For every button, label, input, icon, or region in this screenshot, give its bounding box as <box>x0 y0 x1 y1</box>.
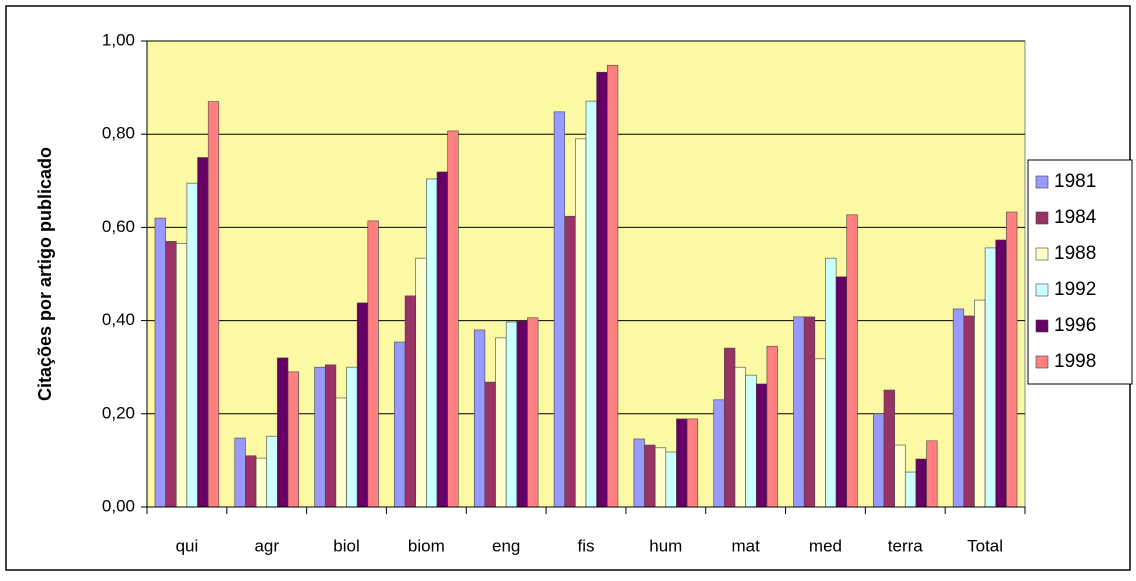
bar <box>713 399 725 508</box>
bar <box>527 317 539 508</box>
bar <box>234 437 246 508</box>
bar <box>995 239 1007 508</box>
bar <box>846 214 858 508</box>
bar <box>575 138 587 508</box>
bar <box>426 178 438 508</box>
x-tick-label: terra <box>888 536 924 555</box>
bar <box>883 389 895 508</box>
bar <box>245 455 257 508</box>
bar <box>665 451 677 508</box>
y-tick-label: 1,00 <box>102 30 135 49</box>
bar <box>277 357 289 508</box>
bar <box>984 247 997 508</box>
bar <box>207 101 220 508</box>
bar <box>686 418 699 508</box>
bar <box>415 257 427 508</box>
bar <box>894 444 906 508</box>
bar <box>825 257 837 508</box>
x-tick-label: biol <box>333 536 359 555</box>
bar <box>644 444 656 508</box>
bar <box>186 182 198 508</box>
legend-label: 1998 <box>1054 351 1096 372</box>
bar <box>755 383 768 508</box>
bar <box>676 418 688 508</box>
bar <box>963 315 975 508</box>
bar <box>484 381 496 508</box>
bar <box>436 171 448 508</box>
y-tick-label: 0,40 <box>102 310 135 329</box>
x-tick-label: agr <box>254 536 279 555</box>
bar <box>654 447 667 508</box>
bar <box>447 130 459 508</box>
legend-swatch <box>1035 355 1049 369</box>
y-tick-label: 0,00 <box>102 496 135 515</box>
bar <box>314 366 326 508</box>
bar <box>766 345 778 508</box>
bar <box>367 220 379 508</box>
bar <box>324 364 337 508</box>
bar <box>734 366 746 508</box>
bar <box>553 111 566 508</box>
legend-box <box>1027 159 1133 385</box>
bar <box>724 347 736 508</box>
legend-swatch <box>1035 319 1049 333</box>
bar <box>495 337 507 508</box>
bar <box>952 308 965 508</box>
bar <box>564 215 576 508</box>
bar <box>356 302 369 508</box>
bar <box>175 243 188 508</box>
x-tick-label: eng <box>492 536 520 555</box>
y-tick-label: 0,60 <box>102 217 135 236</box>
legend-swatch <box>1035 283 1049 297</box>
bar <box>473 329 486 508</box>
bar <box>814 358 826 508</box>
bar <box>596 71 608 508</box>
bar <box>835 276 848 508</box>
bar <box>335 397 347 508</box>
legend-label: 1981 <box>1054 171 1096 192</box>
y-tick-label: 0,20 <box>102 403 135 422</box>
bar <box>505 321 518 508</box>
bar <box>165 241 177 508</box>
x-tick-label: Total <box>967 536 1003 555</box>
bar <box>197 157 209 508</box>
bar <box>633 438 645 508</box>
y-tick-label: 0,80 <box>102 124 135 143</box>
bar <box>803 316 816 508</box>
bar <box>585 100 597 508</box>
x-tick-label: med <box>809 536 842 555</box>
bar <box>1006 211 1018 508</box>
bar <box>346 366 358 508</box>
bar <box>404 295 417 508</box>
bar <box>266 435 278 508</box>
bar <box>394 341 406 508</box>
x-tick-label: hum <box>649 536 682 555</box>
bar <box>793 316 805 508</box>
legend-swatch <box>1035 175 1049 189</box>
bar <box>745 374 757 508</box>
legend-label: 1992 <box>1054 279 1096 300</box>
bar <box>915 458 927 508</box>
bar <box>873 413 885 508</box>
legend-label: 1996 <box>1054 315 1096 336</box>
legend-swatch <box>1035 247 1049 261</box>
x-tick-label: biom <box>408 536 445 555</box>
bar <box>926 440 938 508</box>
bar <box>287 371 299 508</box>
bar <box>154 217 166 508</box>
bar <box>516 320 528 508</box>
bar <box>904 471 917 508</box>
legend-label: 1988 <box>1054 243 1096 264</box>
x-tick-label: qui <box>176 536 199 555</box>
bar <box>606 64 619 508</box>
x-tick-label: mat <box>731 536 760 555</box>
legend-label: 1984 <box>1054 207 1097 228</box>
legend-swatch <box>1035 211 1049 225</box>
bar <box>255 457 268 508</box>
y-axis-title: Citações por artigo publicado <box>35 147 55 401</box>
x-tick-label: fis <box>578 536 595 555</box>
bar <box>974 299 986 508</box>
